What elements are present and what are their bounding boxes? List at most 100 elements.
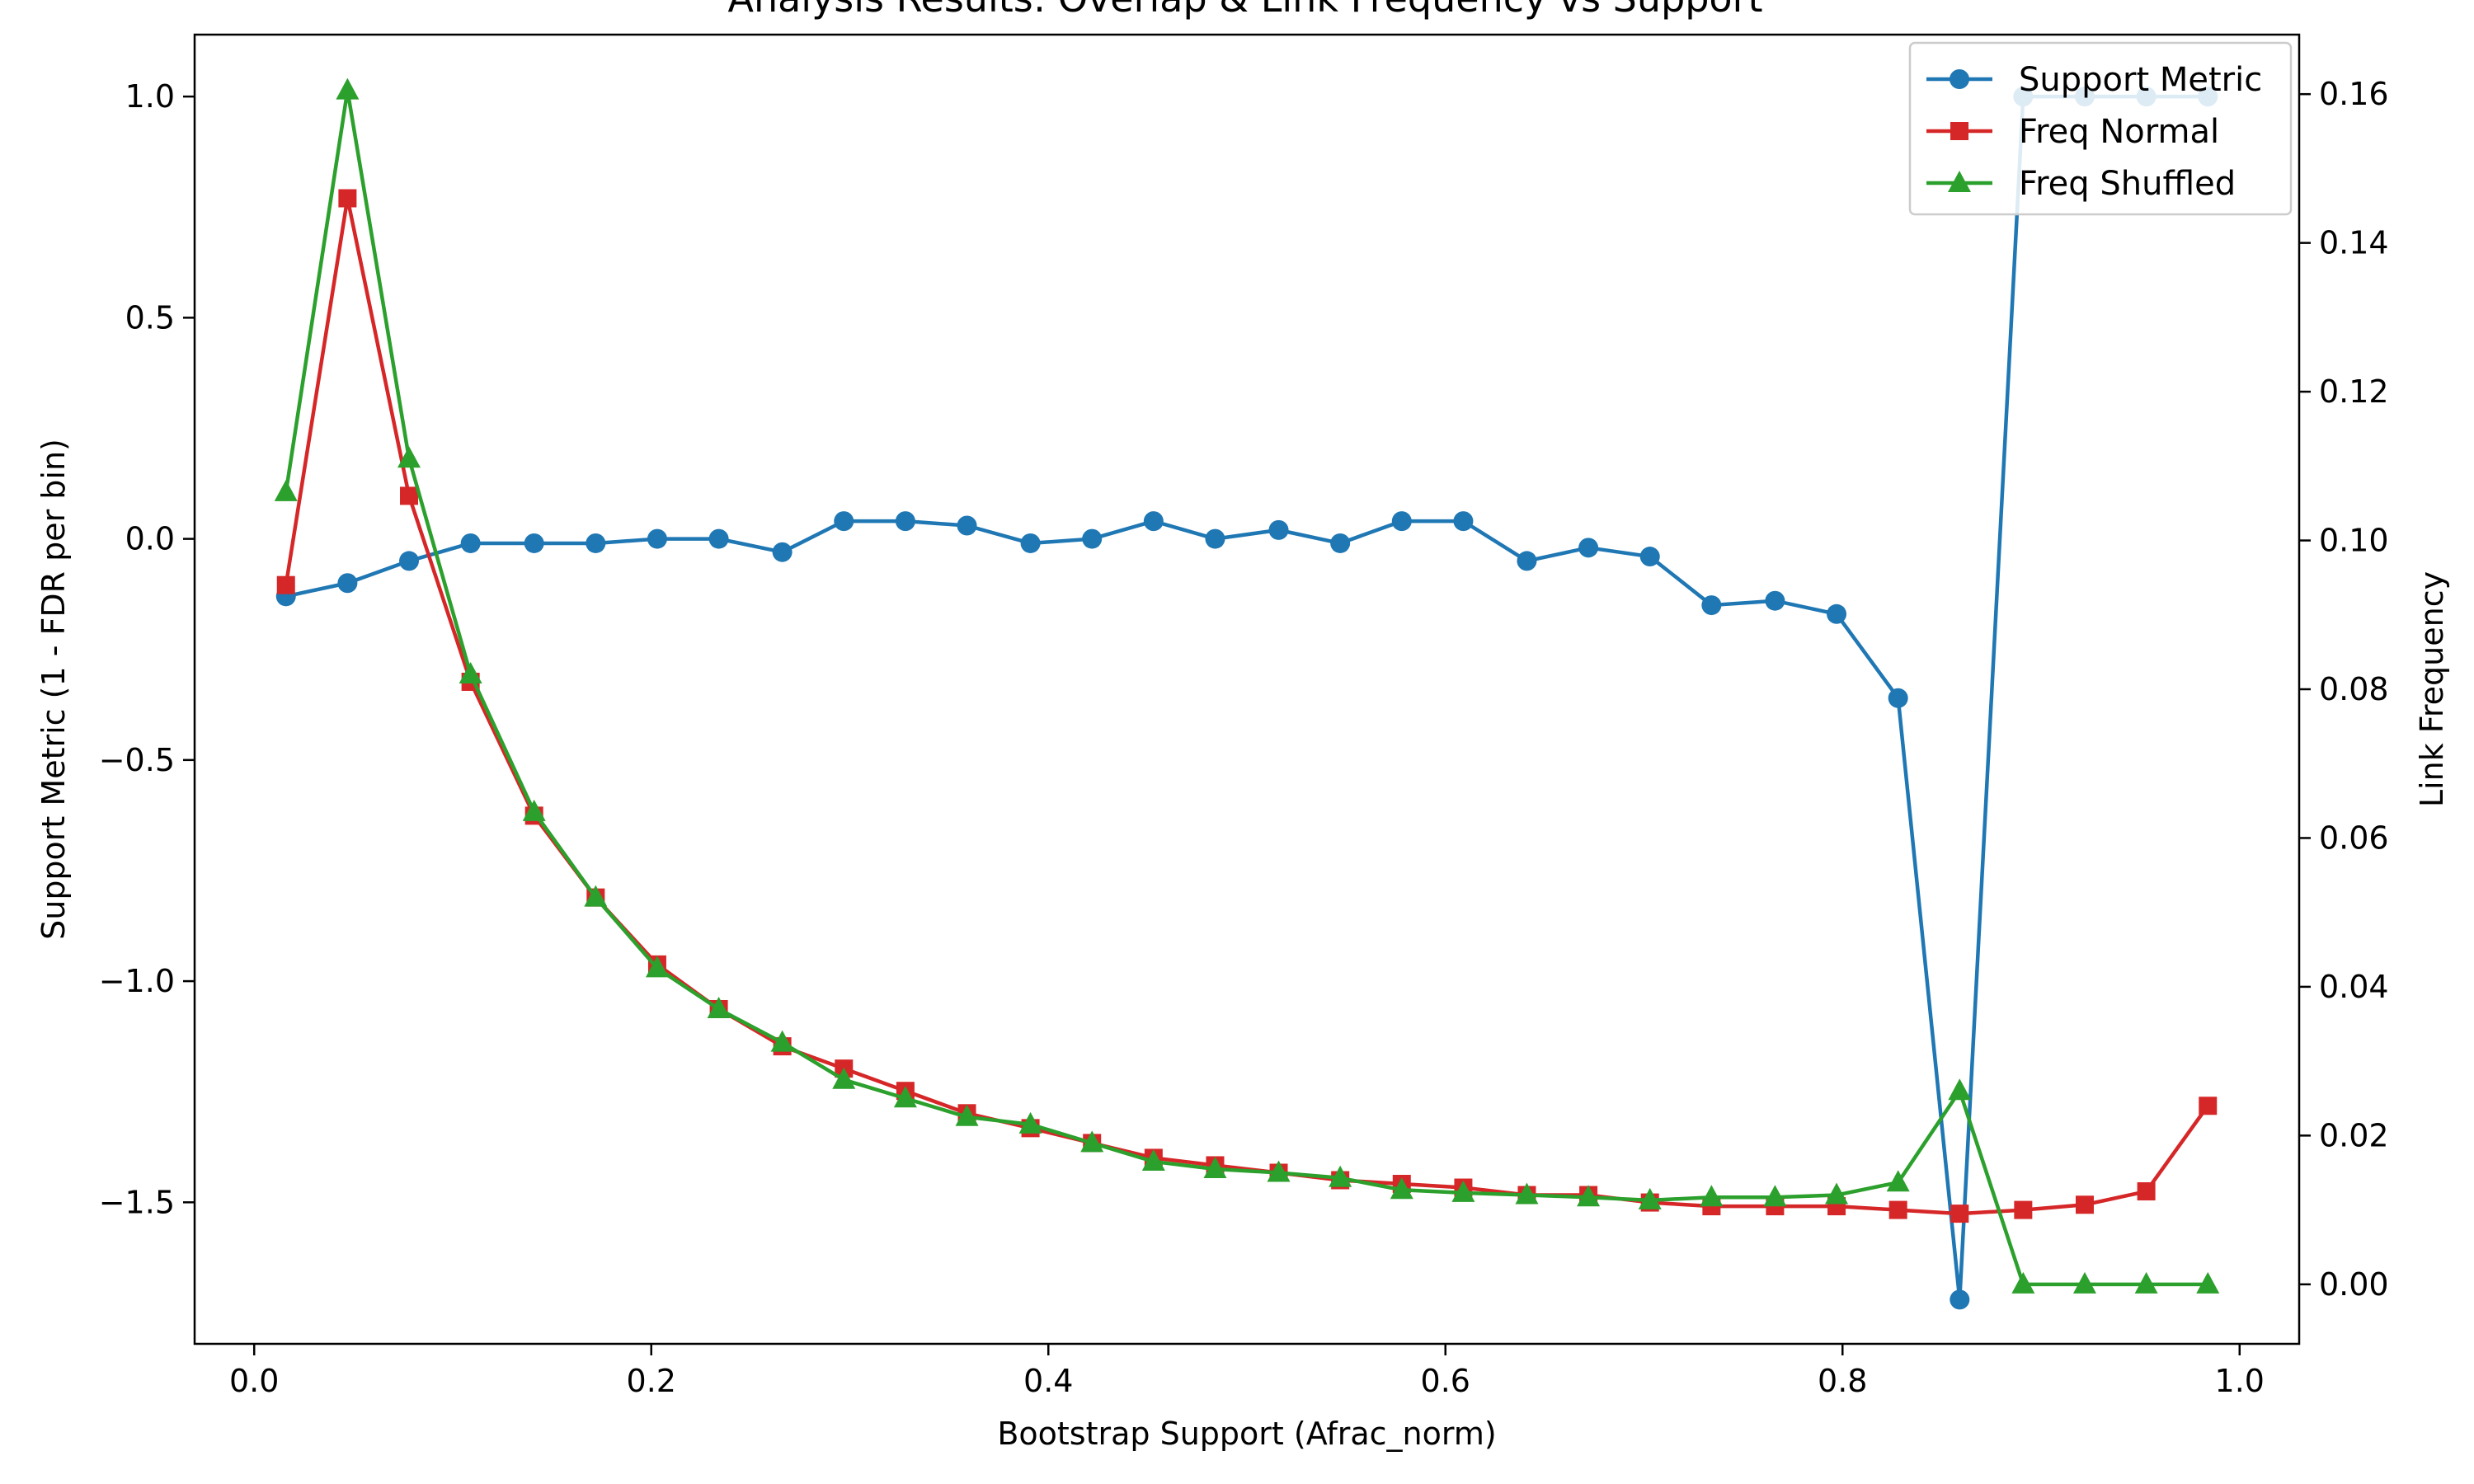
support-metric-point xyxy=(1205,528,1225,549)
freq-shuffled-point xyxy=(1886,1170,1910,1192)
freq-normal-point xyxy=(2199,1097,2218,1115)
y-tick-label: 1.0 xyxy=(125,78,175,115)
freq-shuffled-point xyxy=(1700,1185,1724,1207)
legend-swatch-marker xyxy=(1950,69,1969,89)
y-tick-label: −0.5 xyxy=(99,742,175,778)
chart-title: Analysis Results: Overlap & Link Frequen… xyxy=(727,0,1762,21)
y-tick-label: 0.5 xyxy=(125,299,175,336)
freq-shuffled-point xyxy=(1948,1078,1972,1101)
x-tick-label: 0.2 xyxy=(627,1363,676,1399)
freq-shuffled-point xyxy=(955,1104,979,1126)
freq-shuffled-point xyxy=(893,1086,917,1108)
support-metric-point xyxy=(1391,511,1412,532)
support-metric-point xyxy=(1268,519,1289,540)
freq-normal-point xyxy=(276,575,295,594)
freq-shuffled-point xyxy=(770,1030,794,1052)
legend: Support Metric Freq Normal Freq Shuffled xyxy=(1908,41,2293,216)
y2-tick-label: 0.00 xyxy=(2319,1266,2389,1303)
y2-tick-label: 0.04 xyxy=(2319,969,2389,1005)
y-tick-label: −1.0 xyxy=(99,963,175,999)
y2-tick-label: 0.14 xyxy=(2319,225,2389,261)
freq-shuffled-point xyxy=(1141,1148,1165,1171)
freq-shuffled-point xyxy=(1825,1182,1849,1205)
freq-shuffled-point xyxy=(1638,1187,1662,1209)
support-metric-point xyxy=(1888,688,1908,708)
y2-axis-title: Link Frequency xyxy=(2414,571,2450,807)
y2-tick-label: 0.16 xyxy=(2319,76,2389,112)
freq-shuffled-point xyxy=(397,446,421,468)
freq-shuffled-point xyxy=(1329,1165,1352,1187)
freq-shuffled-point xyxy=(1515,1182,1539,1205)
support-metric-point xyxy=(1701,595,1722,616)
freq-normal-point xyxy=(2075,1195,2094,1214)
freq-shuffled-point xyxy=(459,661,482,683)
freq-shuffled-point xyxy=(522,799,546,821)
y-tick-label: −1.5 xyxy=(99,1184,175,1220)
freq-shuffled-point xyxy=(2011,1271,2035,1294)
freq-shuffled-point xyxy=(707,996,731,1018)
freq-shuffled-point xyxy=(2196,1271,2220,1294)
axes-layer: 0.0 0.2 0.4 0.6 0.8 1.0 1.0 0.5 0.0 −0.5 −1.0 −1.5 0… xyxy=(99,76,2389,1399)
support-metric-series xyxy=(275,87,2218,1310)
support-metric-point xyxy=(460,533,481,553)
legend-swatch-marker xyxy=(1950,122,1968,140)
freq-shuffled-point xyxy=(645,956,669,978)
support-metric-point xyxy=(1453,511,1474,532)
freq-shuffled-point xyxy=(1267,1160,1291,1182)
legend-swatch-marker xyxy=(1948,171,1971,192)
support-metric-point xyxy=(1950,1289,1970,1310)
support-metric-point xyxy=(1827,603,1847,624)
freq-shuffled-point xyxy=(1390,1177,1413,1200)
support-metric-point xyxy=(399,551,420,571)
support-metric-point xyxy=(895,511,915,532)
support-metric-point xyxy=(337,573,358,594)
y2-tick-label: 0.12 xyxy=(2319,373,2389,410)
freq-shuffled-point xyxy=(1451,1180,1475,1202)
x-tick-label: 0.4 xyxy=(1023,1363,1073,1399)
x-tick-label: 0.8 xyxy=(1818,1363,1867,1399)
support-metric-point xyxy=(708,528,729,549)
support-metric-point xyxy=(1517,551,1537,571)
support-metric-point xyxy=(834,511,854,532)
x-axis-title: Bootstrap Support (Afrac_norm) xyxy=(997,1416,1496,1452)
plot-area-frame xyxy=(193,33,2301,1345)
freq-shuffled-line xyxy=(284,88,2208,1287)
y2-tick-label: 0.08 xyxy=(2319,671,2389,707)
support-metric-point xyxy=(1639,547,1660,567)
freq-normal-point xyxy=(1950,1205,1969,1223)
legend-label-support-metric: Support Metric xyxy=(2019,61,2262,99)
freq-shuffled-point xyxy=(584,885,608,907)
freq-shuffled-point xyxy=(1018,1111,1042,1134)
freq-shuffled-series xyxy=(274,77,2220,1294)
series-layer xyxy=(274,77,2220,1310)
freq-shuffled-point xyxy=(2134,1271,2158,1294)
x-tick-label: 0.6 xyxy=(1421,1363,1470,1399)
support-metric-point xyxy=(772,542,793,562)
freq-normal-point xyxy=(2137,1182,2156,1201)
support-metric-point xyxy=(1765,590,1785,611)
legend-label-freq-shuffled: Freq Shuffled xyxy=(2019,165,2236,203)
freq-shuffled-point xyxy=(1577,1185,1601,1207)
support-metric-line xyxy=(285,94,2208,1302)
y2-tick-label: 0.10 xyxy=(2319,523,2389,559)
freq-shuffled-point xyxy=(2072,1271,2096,1294)
freq-normal-point xyxy=(2014,1200,2033,1219)
support-metric-point xyxy=(1330,533,1351,553)
freq-shuffled-point xyxy=(1080,1130,1104,1153)
freq-normal-point xyxy=(338,189,357,208)
freq-shuffled-point xyxy=(1203,1156,1227,1178)
y-axis-title: Support Metric (1 - FDR per bin) xyxy=(35,439,72,940)
freq-normal-point xyxy=(1888,1200,1907,1219)
freq-normal-point xyxy=(400,486,419,505)
freq-normal-series xyxy=(276,189,2218,1223)
legend-label-freq-normal: Freq Normal xyxy=(2019,113,2219,151)
support-metric-point xyxy=(1082,528,1103,549)
support-metric-point xyxy=(524,533,544,553)
freq-normal-line xyxy=(284,196,2210,1216)
y2-tick-label: 0.06 xyxy=(2319,819,2389,856)
support-metric-point xyxy=(1143,511,1164,532)
y-tick-label: 0.0 xyxy=(125,521,175,557)
support-metric-point xyxy=(957,515,977,536)
freq-shuffled-point xyxy=(274,479,298,501)
